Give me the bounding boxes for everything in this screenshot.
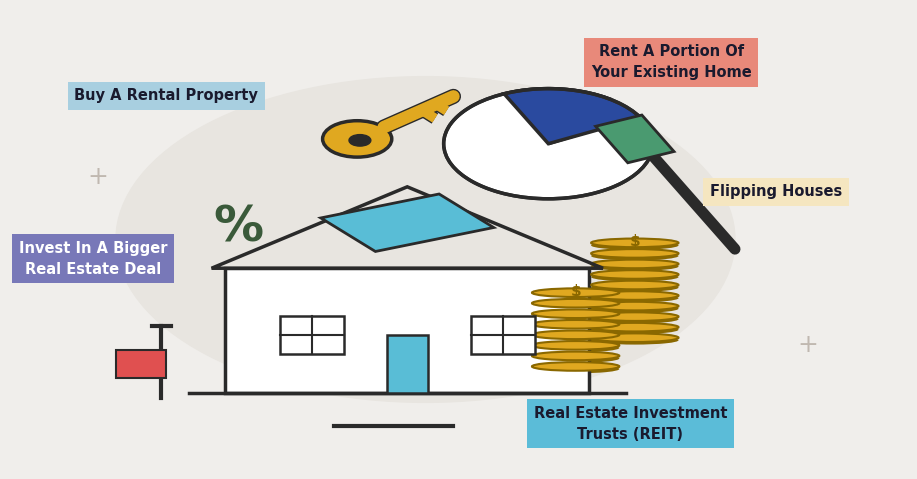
Ellipse shape (591, 325, 679, 334)
Ellipse shape (591, 239, 679, 247)
Bar (471, 316, 535, 354)
Ellipse shape (532, 320, 619, 329)
Ellipse shape (532, 312, 619, 320)
Bar (280, 316, 344, 354)
Ellipse shape (532, 365, 619, 373)
Text: Invest In A Bigger
Real Estate Deal: Invest In A Bigger Real Estate Deal (19, 240, 168, 277)
Ellipse shape (591, 312, 679, 321)
Circle shape (323, 121, 392, 157)
Text: +: + (87, 165, 108, 189)
Ellipse shape (532, 299, 619, 308)
Text: $: $ (629, 235, 640, 250)
Ellipse shape (591, 270, 679, 279)
Ellipse shape (532, 343, 619, 352)
Ellipse shape (591, 249, 679, 258)
Circle shape (116, 77, 735, 402)
Text: Buy A Rental Property: Buy A Rental Property (74, 88, 258, 103)
Ellipse shape (591, 273, 679, 281)
Ellipse shape (591, 262, 679, 271)
Ellipse shape (591, 241, 679, 250)
Ellipse shape (532, 331, 619, 339)
Ellipse shape (532, 309, 619, 318)
Ellipse shape (532, 341, 619, 350)
Ellipse shape (532, 301, 619, 310)
Ellipse shape (591, 260, 679, 268)
Ellipse shape (591, 291, 679, 300)
Ellipse shape (591, 336, 679, 344)
Ellipse shape (532, 354, 619, 363)
Ellipse shape (532, 352, 619, 360)
Ellipse shape (532, 291, 619, 299)
Ellipse shape (532, 288, 619, 297)
Text: +: + (797, 333, 818, 357)
Circle shape (349, 135, 370, 146)
Bar (226, 268, 590, 393)
Ellipse shape (532, 333, 619, 342)
Ellipse shape (591, 283, 679, 292)
Ellipse shape (591, 323, 679, 331)
Bar (387, 335, 427, 393)
Text: %: % (214, 204, 264, 251)
Text: $: $ (570, 285, 581, 299)
Wedge shape (504, 89, 641, 144)
Ellipse shape (591, 315, 679, 323)
Text: Flipping Houses: Flipping Houses (710, 184, 842, 199)
Ellipse shape (591, 333, 679, 342)
Wedge shape (444, 89, 653, 199)
Ellipse shape (591, 294, 679, 302)
Ellipse shape (591, 304, 679, 313)
Ellipse shape (591, 251, 679, 260)
Circle shape (444, 89, 653, 199)
Ellipse shape (532, 362, 619, 371)
Polygon shape (321, 194, 493, 251)
Ellipse shape (591, 302, 679, 310)
Polygon shape (596, 115, 674, 163)
Bar (116, 350, 166, 378)
Ellipse shape (591, 281, 679, 289)
Text: Real Estate Investment
Trusts (REIT): Real Estate Investment Trusts (REIT) (534, 406, 727, 442)
Text: Rent A Portion Of
Your Existing Home: Rent A Portion Of Your Existing Home (591, 44, 752, 80)
Ellipse shape (532, 322, 619, 331)
